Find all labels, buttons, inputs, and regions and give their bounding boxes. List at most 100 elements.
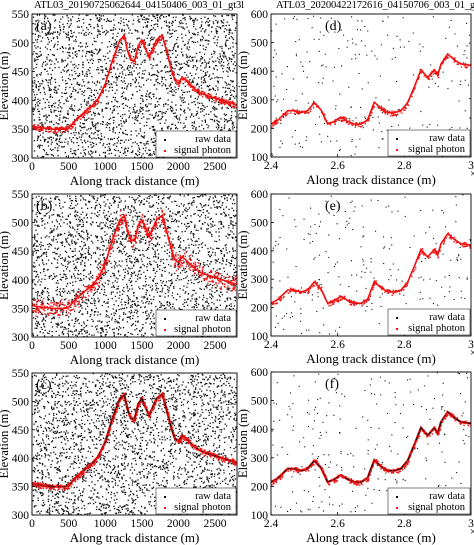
raw-photon [227,64,229,66]
raw-photon [183,277,185,280]
raw-photon [173,220,176,222]
raw-photon [213,50,215,52]
signal-photon-point [205,94,207,96]
raw-photon [124,147,126,149]
raw-photon [39,299,42,301]
raw-photon [176,118,179,120]
raw-photon [223,254,226,256]
raw-photon [67,69,70,71]
raw-photon [182,127,185,129]
raw-photon [174,19,176,21]
raw-photon [224,198,226,200]
raw-photon [224,55,226,57]
raw-photon [208,305,210,307]
raw-photon [84,153,86,155]
raw-photon [188,103,190,105]
raw-photon [196,206,198,208]
raw-photon [74,105,76,107]
raw-photon [93,137,95,139]
raw-photon [75,36,77,38]
signal-photon-point [48,128,51,131]
raw-photon [62,47,65,49]
raw-photon [201,124,203,126]
raw-photon [166,126,168,128]
raw-photon [86,27,88,29]
raw-photon [219,62,221,64]
raw-photon [55,58,57,60]
signal-photon-point [221,102,223,105]
raw-photon [83,100,85,102]
signal-photon-point [47,131,50,133]
raw-photon [156,70,159,72]
raw-photon [217,101,220,104]
raw-photon [40,212,42,215]
raw-photon [99,82,101,84]
raw-photon [213,105,215,108]
signal-photon-point [216,97,219,100]
raw-photon [63,26,65,28]
signal-photon-point [149,56,152,58]
raw-photon [58,99,61,101]
signal-photon-point [126,44,128,46]
signal-photon-point [188,84,190,86]
raw-photon [168,287,170,289]
raw-photon [144,42,147,44]
raw-photon [106,225,108,228]
signal-photon-point [210,95,213,98]
raw-photon [168,29,171,31]
raw-photon [90,114,93,116]
raw-photon [174,247,176,249]
raw-photon [121,260,123,262]
raw-photon [157,20,159,22]
raw-photon [228,62,230,65]
raw-photon [166,54,168,56]
raw-photon [209,196,211,198]
raw-photon [71,242,73,245]
raw-photon [47,20,50,22]
signal-photon-point [156,42,159,44]
raw-photon [213,200,216,202]
raw-photon [77,109,79,111]
raw-photon [113,335,115,337]
raw-photon [169,83,172,85]
raw-photon [235,240,237,242]
raw-photon [220,223,222,225]
raw-photon [224,36,227,38]
raw-photon [53,111,55,113]
raw-photon [135,280,137,283]
raw-photon [114,14,116,16]
signal-photon-point [190,86,192,88]
raw-photon [161,70,163,72]
raw-photon [173,71,175,73]
signal-photon-point [39,128,41,130]
raw-photon [37,81,39,83]
raw-photon [60,219,62,221]
raw-photon [149,29,152,31]
raw-photon [177,211,179,213]
raw-photon [119,294,121,297]
raw-photon [109,123,111,125]
signal-photon-point [34,127,36,129]
raw-photon [43,215,45,217]
raw-photon [65,100,68,102]
raw-photon [173,286,175,288]
raw-photon [90,144,92,146]
raw-photon [107,283,109,285]
raw-photon [186,48,188,50]
raw-photon [76,141,78,144]
raw-photon [82,225,84,227]
raw-photon [78,64,80,66]
raw-photon [146,95,148,98]
raw-photon [131,67,133,69]
raw-photon [192,60,194,62]
raw-photon [184,223,186,225]
raw-photon [231,107,233,109]
raw-photon [102,151,105,154]
raw-photon [43,323,45,325]
raw-photon [177,88,179,90]
raw-photon [151,38,153,41]
raw-photon [36,233,39,235]
signal-photon-point [54,127,57,129]
raw-photon [59,117,61,119]
